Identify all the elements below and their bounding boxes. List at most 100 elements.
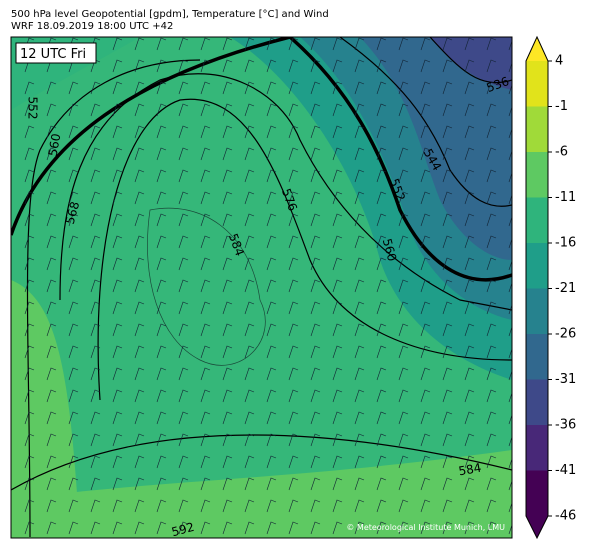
wind-barb: [332, 213, 343, 227]
wind-barb: [398, 389, 409, 403]
wind-barb: [310, 521, 321, 535]
wind-barb: [178, 279, 189, 293]
wind-barb: [464, 323, 475, 337]
wind-barb: [266, 499, 277, 513]
wind-barb: [442, 345, 453, 359]
wind-barb: [442, 125, 453, 139]
wind-barb: [376, 521, 387, 535]
wind-barb: [420, 367, 431, 381]
wind-barb: [464, 257, 475, 271]
wind-barb: [310, 59, 321, 73]
wind-barb: [354, 301, 365, 315]
wind-barb: [90, 191, 101, 205]
wind-barb: [134, 279, 145, 293]
wind-barb: [332, 367, 343, 381]
wind-barb: [178, 411, 189, 425]
wind-barb: [24, 433, 35, 447]
wind-barb: [486, 367, 497, 381]
wind-barb: [68, 81, 79, 95]
wind-barb: [354, 345, 365, 359]
contour: [97, 98, 512, 401]
wind-barb: [464, 345, 475, 359]
wind-barb: [442, 411, 453, 425]
wind-barb: [398, 279, 409, 293]
wind-barb: [508, 502, 512, 513]
wind-barb: [24, 323, 35, 337]
colorbar-band: [526, 152, 548, 198]
wind-barb: [24, 103, 35, 117]
wind-barb: [442, 147, 453, 161]
wind-barb: [156, 37, 167, 51]
wind-barb: [134, 103, 145, 117]
wind-barb: [112, 477, 123, 491]
wind-barb: [420, 389, 431, 403]
wind-barb: [310, 125, 321, 139]
wind-barb: [266, 433, 277, 447]
wind-barb: [90, 433, 101, 447]
wind-barb: [420, 59, 431, 73]
wind-barb: [508, 194, 512, 205]
wind-barb: [486, 279, 497, 293]
wind-barb: [200, 367, 211, 381]
wind-barb: [24, 389, 35, 403]
wind-barb: [178, 389, 189, 403]
wind-barb: [68, 477, 79, 491]
wind-barb: [200, 147, 211, 161]
temp-field: [430, 37, 512, 90]
wind-barb: [244, 81, 255, 95]
wind-barb: [310, 213, 321, 227]
wind-barb: [464, 235, 475, 249]
wind-barb: [464, 191, 475, 205]
wind-barb: [24, 367, 35, 381]
wind-barb: [134, 81, 145, 95]
wind-barb: [266, 521, 277, 535]
wind-barb: [46, 235, 57, 249]
wind-barb: [464, 147, 475, 161]
wind-barb: [376, 191, 387, 205]
wind-barb: [464, 81, 475, 95]
wind-barb: [310, 345, 321, 359]
wind-barb: [420, 323, 431, 337]
wind-barb: [266, 411, 277, 425]
wind-barb: [244, 59, 255, 73]
wind-barb: [24, 235, 35, 249]
wind-barb: [398, 147, 409, 161]
wind-barb: [398, 499, 409, 513]
wind-barb: [310, 367, 321, 381]
wind-barb: [486, 411, 497, 425]
wind-barb: [464, 455, 475, 469]
wind-barb: [156, 433, 167, 447]
wind-barb: [178, 301, 189, 315]
wind-barb: [376, 455, 387, 469]
wind-barb: [376, 125, 387, 139]
wind-barb: [112, 37, 123, 51]
colorbar-tick-label: -11: [555, 190, 576, 205]
wind-barb: [222, 411, 233, 425]
wind-barb: [200, 455, 211, 469]
wind-barb: [310, 323, 321, 337]
wind-barb: [266, 455, 277, 469]
wind-barb: [24, 257, 35, 271]
wind-barb: [112, 213, 123, 227]
wind-barb: [464, 103, 475, 117]
wind-barb: [112, 191, 123, 205]
colorbar: 4 -1 -6 -11 -16 -21 -26 -31 -36 -41 -46: [525, 35, 576, 540]
wind-barb: [90, 389, 101, 403]
wind-barb: [508, 128, 512, 139]
wind-barb: [398, 301, 409, 315]
wind-barb: [178, 257, 189, 271]
colorbar-band: [526, 197, 548, 244]
wind-barb: [68, 389, 79, 403]
wind-barb: [134, 147, 145, 161]
wind-barb: [222, 169, 233, 183]
wind-barb: [178, 37, 189, 51]
wind-barb: [24, 301, 35, 315]
wind-barb: [376, 433, 387, 447]
contour: [11, 434, 512, 491]
wind-barb: [200, 411, 211, 425]
wind-barb: [376, 411, 387, 425]
wind-barb: [288, 345, 299, 359]
wind-barb: [244, 521, 255, 535]
wind-barb: [464, 367, 475, 381]
wind-barb: [464, 477, 475, 491]
